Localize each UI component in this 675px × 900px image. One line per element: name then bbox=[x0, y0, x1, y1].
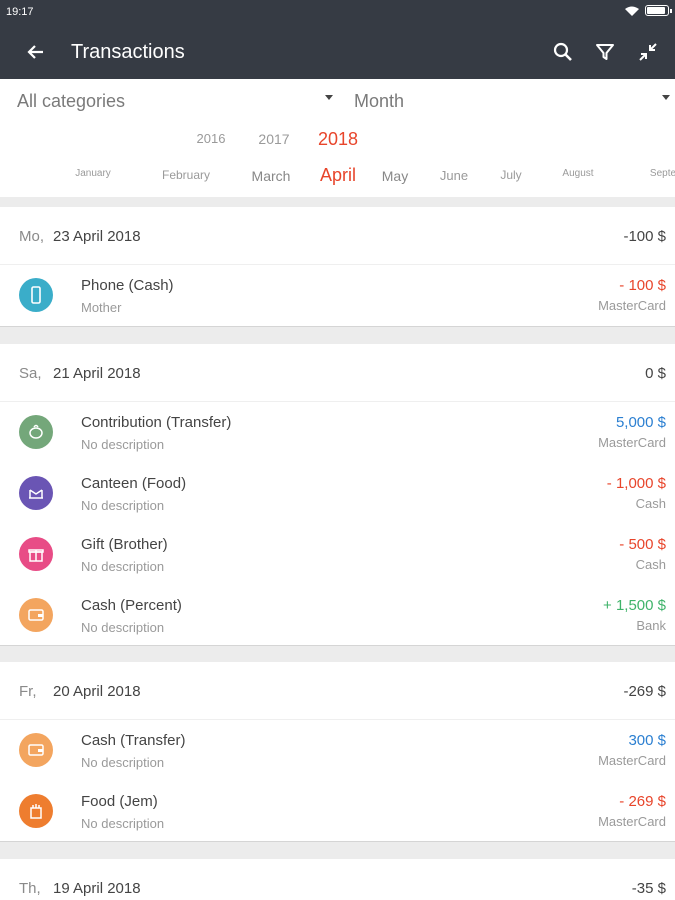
transaction-amount: + 1,500 $ bbox=[603, 597, 666, 614]
transaction-account: MasterCard bbox=[598, 753, 666, 768]
day-date: 20 April 2018 bbox=[53, 683, 141, 700]
transaction-amount: - 1,000 $ bbox=[606, 475, 666, 492]
transaction-account: Bank bbox=[636, 618, 666, 633]
transaction-amount: 300 $ bbox=[628, 732, 666, 749]
transaction-title: Phone (Cash) bbox=[81, 277, 174, 294]
year-2017[interactable]: 2017 bbox=[258, 131, 290, 147]
transaction-title: Canteen (Food) bbox=[81, 475, 187, 492]
search-button[interactable] bbox=[549, 38, 577, 66]
day-date: 23 April 2018 bbox=[53, 228, 141, 245]
transaction-title: Cash (Transfer) bbox=[81, 732, 186, 749]
day-of-week: Th, bbox=[19, 880, 41, 897]
transaction-subtitle: No description bbox=[81, 437, 165, 452]
transaction-row[interactable]: Cash (Transfer) No description 300 $ Mas… bbox=[0, 720, 675, 781]
transaction-subtitle: Mother bbox=[81, 300, 122, 315]
transaction-row[interactable]: Contribution (Transfer) No description 5… bbox=[0, 402, 675, 463]
transaction-account: MasterCard bbox=[598, 814, 666, 829]
filter-panel: All categories Month 2016 2017 2018 Janu… bbox=[0, 79, 675, 197]
period-caret-icon bbox=[662, 95, 670, 100]
transaction-account: Cash bbox=[635, 496, 666, 511]
day-date: 21 April 2018 bbox=[53, 365, 141, 382]
transaction-subtitle: No description bbox=[81, 620, 165, 635]
period-dropdown[interactable]: Month bbox=[354, 91, 405, 111]
transaction-account: MasterCard bbox=[598, 435, 666, 450]
collapse-button[interactable] bbox=[634, 38, 662, 66]
transaction-row[interactable]: Food (Jem) No description - 269 $ Master… bbox=[0, 781, 675, 842]
wallet-icon bbox=[19, 598, 53, 632]
category-caret-icon bbox=[325, 95, 333, 100]
year-2016[interactable]: 2016 bbox=[196, 131, 226, 146]
filter-button[interactable] bbox=[591, 38, 619, 66]
search-icon bbox=[553, 42, 572, 61]
day-of-week: Fr, bbox=[19, 683, 37, 700]
category-dropdown[interactable]: All categories bbox=[17, 91, 126, 111]
day-total: 0 $ bbox=[645, 365, 666, 382]
month-march[interactable]: March bbox=[251, 168, 291, 184]
month-july[interactable]: July bbox=[500, 168, 522, 182]
arrow-left-icon bbox=[27, 45, 43, 59]
month-september[interactable]: Septe bbox=[649, 168, 675, 179]
transaction-subtitle: No description bbox=[81, 498, 165, 513]
month-april-selected[interactable]: April bbox=[319, 165, 357, 185]
day-card: Mo, 23 April 2018 -100 $ Phone (Cash) Mo… bbox=[0, 207, 675, 327]
transaction-row[interactable]: Gift (Brother) No description - 500 $ Ca… bbox=[0, 524, 675, 585]
month-january[interactable]: January bbox=[75, 168, 111, 179]
month-may[interactable]: May bbox=[381, 168, 409, 184]
transaction-account: MasterCard bbox=[598, 298, 666, 313]
transaction-amount: - 100 $ bbox=[619, 277, 666, 294]
transaction-row[interactable]: Cash (Percent) No description + 1,500 $ … bbox=[0, 585, 675, 646]
year-2018-selected[interactable]: 2018 bbox=[317, 129, 359, 149]
battery-icon bbox=[645, 5, 672, 16]
transaction-amount: - 269 $ bbox=[619, 793, 666, 810]
day-total: -100 $ bbox=[623, 228, 666, 245]
status-icons bbox=[625, 5, 672, 16]
transaction-title: Food (Jem) bbox=[81, 793, 158, 810]
day-header: Th, 19 April 2018 -35 $ bbox=[0, 859, 675, 900]
day-of-week: Sa, bbox=[19, 365, 42, 382]
wallet-icon bbox=[19, 733, 53, 767]
status-bar: 19:17 bbox=[0, 0, 675, 24]
day-of-week: Mo, bbox=[19, 228, 45, 245]
food-icon bbox=[19, 794, 53, 828]
filter-icon bbox=[596, 44, 614, 60]
transaction-row[interactable]: Canteen (Food) No description - 1,000 $ … bbox=[0, 463, 675, 524]
back-button[interactable] bbox=[22, 38, 50, 66]
day-card: Fr, 20 April 2018 -269 $ Cash (Transfer)… bbox=[0, 662, 675, 842]
page-title: Transactions bbox=[71, 41, 185, 63]
transaction-subtitle: No description bbox=[81, 559, 165, 574]
status-time: 19:17 bbox=[6, 6, 34, 18]
day-header: Mo, 23 April 2018 -100 $ bbox=[0, 207, 675, 265]
transaction-title: Contribution (Transfer) bbox=[81, 414, 232, 431]
transaction-amount: 5,000 $ bbox=[615, 414, 666, 431]
day-total: -269 $ bbox=[623, 683, 666, 700]
month-june[interactable]: June bbox=[439, 168, 469, 183]
day-date: 19 April 2018 bbox=[53, 880, 141, 897]
transaction-subtitle: No description bbox=[81, 755, 165, 770]
month-august[interactable]: August bbox=[562, 168, 594, 179]
transaction-row[interactable]: Phone (Cash) Mother - 100 $ MasterCard bbox=[0, 265, 675, 326]
transaction-subtitle: No description bbox=[81, 816, 165, 831]
month-february[interactable]: February bbox=[161, 168, 211, 182]
day-card: Sa, 21 April 2018 0 $ Contribution (Tran… bbox=[0, 344, 675, 646]
wifi-icon bbox=[625, 6, 639, 16]
day-total: -35 $ bbox=[631, 880, 666, 897]
piggy-bank-icon bbox=[19, 415, 53, 449]
phone-icon bbox=[19, 278, 53, 312]
collapse-icon bbox=[639, 43, 657, 61]
day-header: Fr, 20 April 2018 -269 $ bbox=[0, 662, 675, 720]
transaction-account: Cash bbox=[635, 557, 666, 572]
transaction-title: Gift (Brother) bbox=[81, 536, 168, 553]
app-bar: Transactions bbox=[0, 24, 675, 79]
day-header: Sa, 21 April 2018 0 $ bbox=[0, 344, 675, 402]
canteen-icon bbox=[19, 476, 53, 510]
transaction-title: Cash (Percent) bbox=[81, 597, 182, 614]
transaction-amount: - 500 $ bbox=[619, 536, 666, 553]
gift-icon bbox=[19, 537, 53, 571]
day-card: Th, 19 April 2018 -35 $ bbox=[0, 859, 675, 900]
